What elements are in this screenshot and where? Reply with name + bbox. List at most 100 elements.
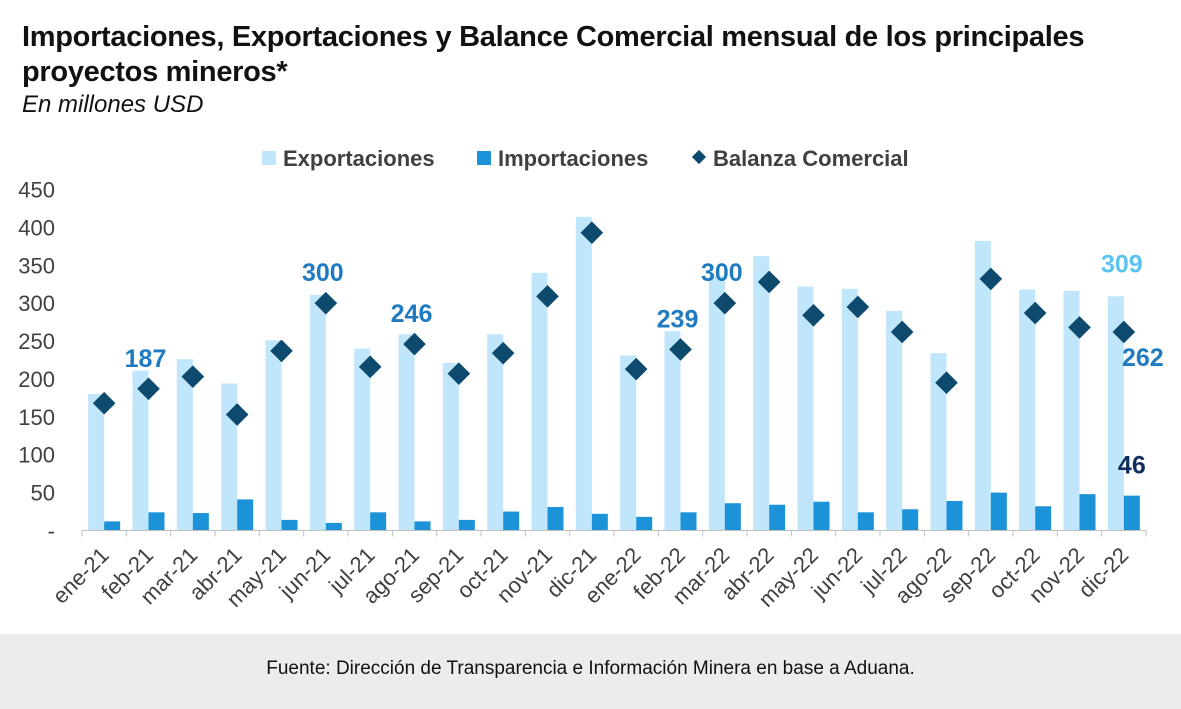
export-bar <box>309 294 326 531</box>
import-bar <box>857 512 874 531</box>
balance-marker <box>536 285 559 308</box>
export-bar <box>575 216 592 531</box>
import-bar <box>902 509 919 531</box>
y-tick-label: 200 <box>18 367 55 392</box>
balance-marker <box>403 332 426 356</box>
y-tick-label: 100 <box>18 443 55 468</box>
chart-legend: Exportaciones Importaciones Balanza Comerc… <box>262 146 909 171</box>
import-bar <box>1079 494 1096 531</box>
y-tick-label: 150 <box>18 405 55 430</box>
export-bar <box>354 348 371 531</box>
data-label: 300 <box>302 259 344 287</box>
export-bar <box>664 331 681 531</box>
import-bar <box>104 521 121 531</box>
legend-exports-swatch <box>262 151 276 165</box>
export-bar <box>442 363 459 531</box>
balance-marker <box>447 362 471 385</box>
balance-marker <box>491 341 515 365</box>
balance-marker <box>314 291 338 315</box>
legend-imports-label: Importaciones <box>498 146 648 171</box>
import-bar <box>503 511 520 531</box>
data-label: 46 <box>1118 452 1146 480</box>
import-bar <box>547 507 564 531</box>
source-note: Fuente: Dirección de Transparencia e Inf… <box>0 634 1181 709</box>
export-bar <box>797 286 814 531</box>
data-label: 309 <box>1101 250 1143 278</box>
data-label: 300 <box>701 259 743 287</box>
export-bar <box>930 353 947 531</box>
import-bar <box>281 519 298 531</box>
import-bar <box>724 503 741 531</box>
import-bar <box>990 492 1007 531</box>
y-tick-label: 450 <box>18 178 55 203</box>
export-bar <box>841 288 858 531</box>
export-bar <box>753 256 770 531</box>
y-tick-label: 400 <box>18 215 55 240</box>
balance-marker <box>935 371 958 395</box>
import-bar <box>946 500 963 531</box>
balance-marker <box>979 267 1003 291</box>
export-bar <box>398 334 415 531</box>
import-bar <box>636 516 653 531</box>
x-tick-label: jun-21 <box>274 542 336 604</box>
balance-marker <box>802 303 825 327</box>
plot-area <box>88 216 1140 531</box>
balance-marker <box>757 270 781 294</box>
import-bar <box>591 513 608 531</box>
legend-imports-swatch <box>477 151 491 165</box>
data-label: 239 <box>657 305 699 333</box>
import-bar <box>458 519 475 531</box>
export-bar <box>974 241 991 531</box>
import-bar <box>148 512 165 531</box>
export-bar <box>708 275 725 531</box>
balance-marker <box>1023 301 1047 325</box>
x-tick-label: dic-22 <box>1073 542 1133 602</box>
import-bar <box>325 522 342 531</box>
export-bar <box>886 310 903 531</box>
balance-marker <box>669 338 692 361</box>
data-label: 187 <box>125 345 167 373</box>
y-tick-label: 300 <box>18 291 55 316</box>
x-axis: ene-21feb-21mar-21abr-21may-21jun-21jul-… <box>48 530 1147 612</box>
data-label: 246 <box>391 300 433 328</box>
chart-title: Importaciones, Exportaciones y Balance C… <box>22 21 1085 88</box>
y-tick-label: 50 <box>31 481 55 506</box>
export-bar <box>1107 296 1124 531</box>
import-bar <box>1123 495 1140 531</box>
balance-marker <box>358 355 382 379</box>
balance-marker <box>846 295 870 319</box>
export-bar <box>132 370 149 531</box>
export-bar <box>265 340 282 531</box>
export-bar <box>1063 291 1080 531</box>
import-bar <box>414 521 431 531</box>
legend-balance-marker <box>691 149 707 165</box>
balance-marker <box>1068 316 1091 339</box>
balance-marker <box>92 391 116 415</box>
import-bar <box>192 513 209 531</box>
x-tick-label: jun-22 <box>806 542 868 604</box>
import-bar <box>680 512 697 531</box>
data-label: 262 <box>1122 344 1164 372</box>
legend-balance-label: Balanza Comercial <box>713 146 909 171</box>
x-tick-label: ene-21 <box>48 542 114 608</box>
y-tick-label: 250 <box>18 329 55 354</box>
balance-marker <box>270 339 293 363</box>
export-bar <box>487 334 504 531</box>
export-bar <box>176 359 193 531</box>
import-bar <box>370 512 387 531</box>
legend-exports-label: Exportaciones <box>283 146 435 171</box>
import-bar <box>813 501 830 531</box>
import-bar <box>237 499 254 531</box>
balance-marker <box>713 291 737 315</box>
export-bar <box>1019 289 1036 531</box>
y-tick-label: 350 <box>18 253 55 278</box>
export-bar <box>221 383 238 531</box>
y-tick-label: - <box>48 519 55 544</box>
chart-subtitle: En millones USD <box>22 91 204 118</box>
balance-marker <box>890 320 914 344</box>
import-bar <box>1035 506 1052 531</box>
export-bar <box>620 355 637 531</box>
balance-marker <box>624 357 648 381</box>
export-bar <box>88 394 105 531</box>
